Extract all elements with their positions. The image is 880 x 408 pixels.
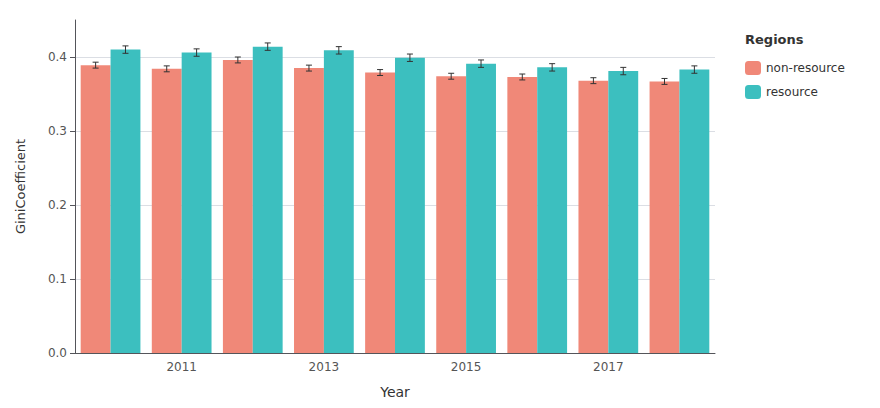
svg-text:0.1: 0.1 <box>48 272 67 286</box>
svg-text:2011: 2011 <box>166 360 197 374</box>
svg-text:Year: Year <box>379 384 410 400</box>
svg-text:0.0: 0.0 <box>48 346 67 360</box>
svg-text:2017: 2017 <box>593 360 624 374</box>
svg-text:0.2: 0.2 <box>48 198 67 212</box>
svg-text:non-resource: non-resource <box>766 61 845 75</box>
svg-text:Regions: Regions <box>745 32 804 47</box>
svg-text:resource: resource <box>766 85 818 99</box>
svg-text:0.3: 0.3 <box>48 124 67 138</box>
svg-text:2013: 2013 <box>309 360 340 374</box>
svg-text:0.4: 0.4 <box>48 50 67 64</box>
svg-text:2015: 2015 <box>451 360 482 374</box>
svg-text:GiniCoefficient: GiniCoefficient <box>13 139 28 234</box>
